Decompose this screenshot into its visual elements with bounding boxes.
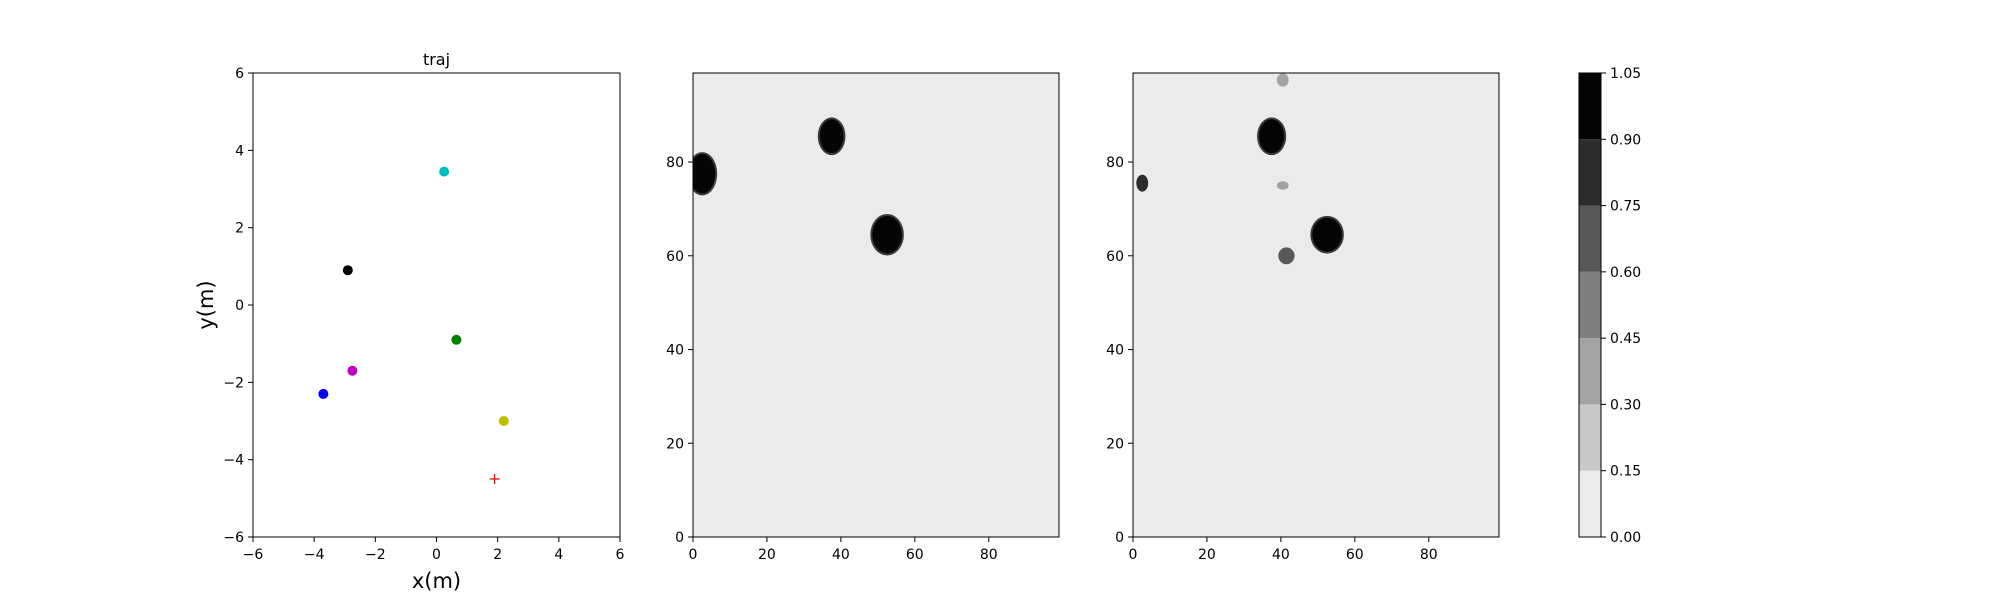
traj-y-axis-label: y(m) bbox=[194, 280, 218, 329]
traj-x-axis-label: x(m) bbox=[412, 569, 461, 593]
colorbar-tick-label: 0.15 bbox=[1610, 464, 1641, 480]
colorbar-band bbox=[1579, 338, 1601, 405]
heatmap-left-x-tick-label: 80 bbox=[980, 547, 998, 563]
heatmap-left-y-tick-label: 20 bbox=[666, 436, 684, 452]
traj-y-tick-label: 4 bbox=[235, 143, 244, 159]
colorbar-band bbox=[1579, 205, 1601, 272]
heatmap-right-frame bbox=[1132, 72, 1500, 538]
heatmap-left-blob bbox=[693, 154, 716, 194]
heatmap-right-blob bbox=[1136, 174, 1149, 192]
traj-y-tick-label: −4 bbox=[223, 453, 244, 469]
heatmap-right-y-tick-label: 20 bbox=[1106, 436, 1124, 452]
colorbar-band bbox=[1579, 73, 1601, 140]
traj-x-tick-label: 6 bbox=[616, 547, 625, 563]
heatmap-left-blobs bbox=[693, 117, 904, 256]
traj-point bbox=[342, 265, 353, 276]
colorbar-tick-label: 1.05 bbox=[1610, 66, 1641, 82]
traj-panel: traj x(m) y(m) −6 −4 −2 0 2 4 6 −6 −4 −2 0 2 4 6 bbox=[194, 50, 625, 593]
colorbar-band bbox=[1579, 271, 1601, 339]
traj-y-tick-label: 6 bbox=[235, 66, 244, 82]
heatmap-right-blob bbox=[1312, 217, 1342, 252]
colorbar-band bbox=[1579, 470, 1601, 537]
traj-x-tick-label: −2 bbox=[365, 547, 386, 563]
traj-point bbox=[498, 416, 509, 426]
heatmap-right-y-tick-label: 80 bbox=[1106, 155, 1124, 171]
traj-x-tick-label: 2 bbox=[493, 547, 502, 563]
heatmap-left-x-tick-label: 40 bbox=[832, 547, 850, 563]
heatmap-left-x-tick-label: 0 bbox=[689, 547, 698, 563]
heatmap-left-background bbox=[693, 73, 1059, 537]
heatmap-left-frame bbox=[692, 72, 1060, 538]
traj-x-tick-label: −4 bbox=[304, 547, 325, 563]
heatmap-right-blob bbox=[1259, 119, 1285, 154]
traj-y-tick-label: 0 bbox=[235, 298, 244, 314]
heatmap-right-y-tick-label: 0 bbox=[1115, 530, 1124, 546]
traj-point bbox=[451, 334, 462, 345]
colorbar-band bbox=[1579, 404, 1601, 471]
heatmap-left-y-tick-label: 40 bbox=[666, 343, 684, 359]
colorbar-frame bbox=[1578, 72, 1602, 538]
heatmap-left-y-tick-label: 0 bbox=[675, 530, 684, 546]
traj-x-tick-label: −6 bbox=[243, 547, 264, 563]
heatmap-right-blob bbox=[1276, 73, 1289, 87]
heatmap-right-blobs bbox=[1136, 73, 1344, 265]
heatmap-right-blob bbox=[1278, 247, 1295, 265]
colorbar-tick-label: 0.75 bbox=[1610, 199, 1641, 215]
heatmap-left-y-tick-label: 80 bbox=[666, 155, 684, 171]
traj-y-tick-label: −6 bbox=[223, 530, 244, 546]
traj-title: traj bbox=[423, 50, 450, 69]
heatmap-panel-left: 0 20 40 60 80 0 20 40 60 80 bbox=[666, 72, 1060, 563]
heatmap-left-x-tick-label: 60 bbox=[906, 547, 924, 563]
colorbar-tick-label: 0.90 bbox=[1610, 132, 1641, 148]
colorbar-ticks: 0.00 0.15 0.30 0.45 0.60 0.75 0.90 1.05 bbox=[1601, 66, 1641, 546]
traj-point bbox=[347, 365, 358, 376]
traj-x-tick-label: 0 bbox=[432, 547, 441, 563]
colorbar: 0.00 0.15 0.30 0.45 0.60 0.75 0.90 1.05 bbox=[1578, 66, 1641, 546]
heatmap-left-y-tick-label: 60 bbox=[666, 249, 684, 265]
colorbar-bands bbox=[1579, 73, 1601, 537]
traj-x-tick-label: 4 bbox=[554, 547, 563, 563]
heatmap-right-x-tick-label: 0 bbox=[1129, 547, 1138, 563]
heatmap-left-blob bbox=[819, 119, 844, 154]
heatmap-right-x-tick-label: 40 bbox=[1272, 547, 1290, 563]
heatmap-right-x-tick-label: 60 bbox=[1346, 547, 1364, 563]
heatmap-right-x-tick-label: 20 bbox=[1198, 547, 1216, 563]
colorbar-tick-label: 0.00 bbox=[1610, 530, 1641, 546]
heatmap-left-axis-ticks: 0 20 40 60 80 0 20 40 60 80 bbox=[666, 155, 997, 563]
traj-point bbox=[439, 166, 450, 177]
traj-axis-ticks: −6 −4 −2 0 2 4 6 −6 −4 −2 0 2 4 6 bbox=[223, 66, 624, 563]
heatmap-panel-right: 0 20 40 60 80 0 20 40 60 80 bbox=[1106, 72, 1500, 563]
traj-point bbox=[318, 388, 329, 399]
heatmap-right-blob bbox=[1276, 181, 1289, 190]
traj-y-tick-label: −2 bbox=[223, 375, 244, 391]
heatmap-left-blob bbox=[872, 215, 902, 254]
colorbar-tick-label: 0.60 bbox=[1610, 265, 1641, 281]
heatmap-right-y-tick-label: 60 bbox=[1106, 249, 1124, 265]
traj-y-tick-label: 2 bbox=[235, 221, 244, 237]
colorbar-band bbox=[1579, 139, 1601, 206]
heatmap-right-background bbox=[1133, 73, 1499, 537]
heatmap-right-y-tick-label: 40 bbox=[1106, 343, 1124, 359]
heatmap-left-x-tick-label: 20 bbox=[758, 547, 776, 563]
colorbar-tick-label: 0.45 bbox=[1610, 331, 1641, 347]
heatmap-right-axis-ticks: 0 20 40 60 80 0 20 40 60 80 bbox=[1106, 155, 1437, 563]
colorbar-tick-label: 0.30 bbox=[1610, 397, 1641, 413]
traj-axes-frame bbox=[252, 72, 621, 538]
traj-points bbox=[318, 166, 509, 484]
traj-point-plus bbox=[489, 474, 500, 484]
heatmap-right-x-tick-label: 80 bbox=[1420, 547, 1438, 563]
